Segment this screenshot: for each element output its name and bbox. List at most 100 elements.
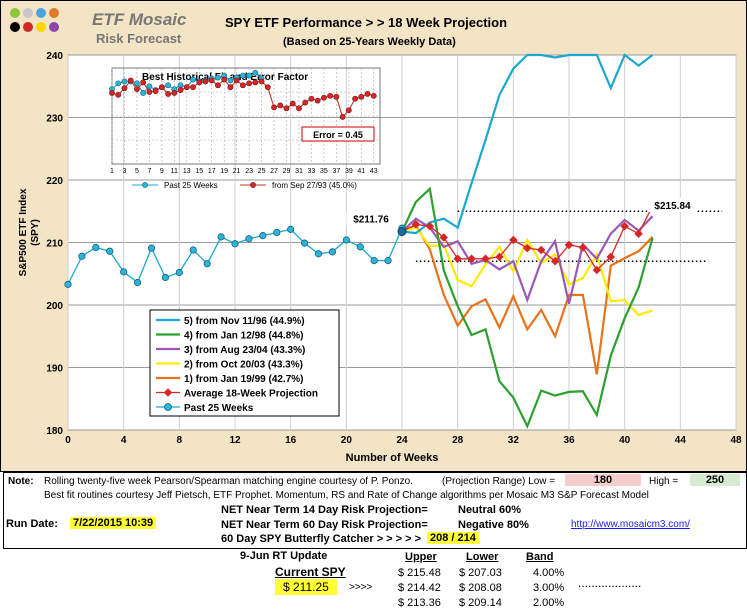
header-lower: Lower (466, 551, 499, 563)
inset-point (140, 90, 147, 96)
anchor-point (397, 227, 407, 236)
inset-point (333, 93, 340, 100)
inset-point (177, 82, 184, 89)
legend-label-past: Past 25 Weeks (184, 403, 254, 414)
inset-point (215, 82, 221, 89)
start-price-label: $211.76 (346, 211, 396, 226)
range-low: 180 (565, 474, 641, 486)
x-tick-label: 12 (229, 435, 241, 446)
row-1-band: 3.00% (533, 582, 565, 594)
past-point (217, 233, 225, 241)
x-tick-label: 48 (730, 435, 742, 446)
header-upper: Upper (405, 551, 437, 563)
inset-point (246, 72, 253, 79)
past-point (147, 244, 156, 252)
end-price-label: $215.84 (647, 198, 698, 212)
x-tick-label: 44 (675, 435, 687, 446)
past-point (133, 278, 142, 287)
legend-label-s1: 1) from Jan 19/99 (42.7%) (184, 374, 304, 385)
avg-point (509, 235, 518, 245)
inset-point (121, 85, 128, 92)
rt-update-table: 9-Jun RT Update Current SPY $ 211.25 >>>… (0, 548, 747, 612)
past-point (106, 247, 114, 255)
series-group (64, 53, 657, 430)
inset-point (352, 95, 358, 102)
inset-x-tick: 33 (308, 168, 316, 175)
inset-point (152, 88, 159, 94)
inset-point (321, 94, 327, 101)
inset-point (121, 78, 128, 85)
inset-x-tick: 11 (171, 168, 178, 175)
x-tick-label: 8 (177, 435, 183, 446)
inset-x-tick: 19 (220, 168, 228, 175)
x-tick-label: 32 (508, 435, 520, 446)
inset-point (202, 78, 209, 85)
avg-point (411, 220, 421, 229)
series-line-s5 (401, 53, 654, 235)
legend-label-s2: 2) from Oct 20/03 (43.3%) (184, 360, 303, 371)
inset-x-tick: 13 (183, 168, 191, 175)
legend-label-s4: 4) from Jan 12/98 (44.8%) (184, 331, 304, 342)
risk14-value: Neutral 60% (458, 504, 521, 516)
inset-point (140, 79, 147, 86)
inset-point (215, 74, 221, 81)
note-label: Note: (8, 476, 34, 487)
inset-point (302, 99, 309, 106)
inset-point (177, 87, 184, 93)
inset-point (115, 80, 122, 87)
inset-point (146, 89, 153, 95)
inset-x-tick: 5 (135, 168, 139, 175)
logo-dot (10, 8, 20, 18)
website-link[interactable]: http://www.mosaicm3.com/ (571, 519, 690, 530)
avg-point (550, 257, 560, 266)
note-line-1: Rolling twenty-five week Pearson/Spearma… (44, 476, 413, 487)
legend-marker-past (164, 403, 172, 411)
range-label: (Projection Range) Low = (442, 476, 556, 487)
inset-point (239, 72, 246, 79)
inset-point (190, 76, 196, 83)
y-axis-label-unit: (SPY) (30, 219, 41, 246)
inset-x-tick: 31 (295, 168, 303, 175)
logo-dots (10, 8, 70, 52)
inset-point (289, 100, 296, 107)
inset-point (271, 104, 277, 111)
end-price-label-bg (647, 198, 698, 212)
row-1-upper: $ 214.42 (398, 582, 441, 594)
avg-point (425, 222, 435, 231)
past-point (342, 236, 350, 244)
inset-point (308, 95, 315, 102)
past-point (384, 257, 392, 265)
inset-x-tick: 7 (147, 168, 151, 175)
legend-label-s5: 5) from Nov 11/96 (44.9%) (184, 316, 305, 327)
past-point (120, 268, 128, 276)
inset-x-tick: 25 (258, 168, 266, 175)
row-0-band: 4.00% (533, 567, 565, 579)
inset-point (165, 91, 171, 97)
x-tick-label: 16 (285, 435, 297, 446)
inset-x-tick: 37 (332, 168, 340, 175)
logo-dot (49, 8, 59, 18)
inset-x-tick: 29 (283, 168, 291, 175)
page-title: SPY ETF Performance > > 18 Week Projecti… (225, 15, 508, 30)
note-line-2: Best fit routines courtesy Jeff Pietsch,… (44, 490, 649, 501)
past-point (203, 260, 211, 268)
inset-point (370, 92, 377, 99)
past-point (189, 246, 197, 254)
past-point (314, 250, 323, 258)
avg-point (592, 265, 602, 275)
page-subtitle: (Based on 25-Years Weekly Data) (283, 36, 456, 48)
past-point (231, 240, 239, 248)
inset-point (115, 91, 122, 98)
y-tick-label: 210 (46, 239, 63, 250)
inset-point (252, 69, 259, 76)
inset-point (283, 105, 290, 112)
y-tick-label: 180 (46, 426, 63, 437)
inset-legend-marker-past (142, 182, 148, 188)
inset-x-tick: 1 (110, 168, 114, 175)
x-axis-label: Number of Weeks (346, 452, 439, 464)
inset-point (190, 84, 196, 91)
legend: 5) from Nov 11/96 (44.9%) 4) from Jan 12/… (149, 309, 340, 417)
notes-panel: Note: Rolling twenty-five week Pearson/S… (3, 472, 747, 549)
avg-point (495, 252, 504, 262)
